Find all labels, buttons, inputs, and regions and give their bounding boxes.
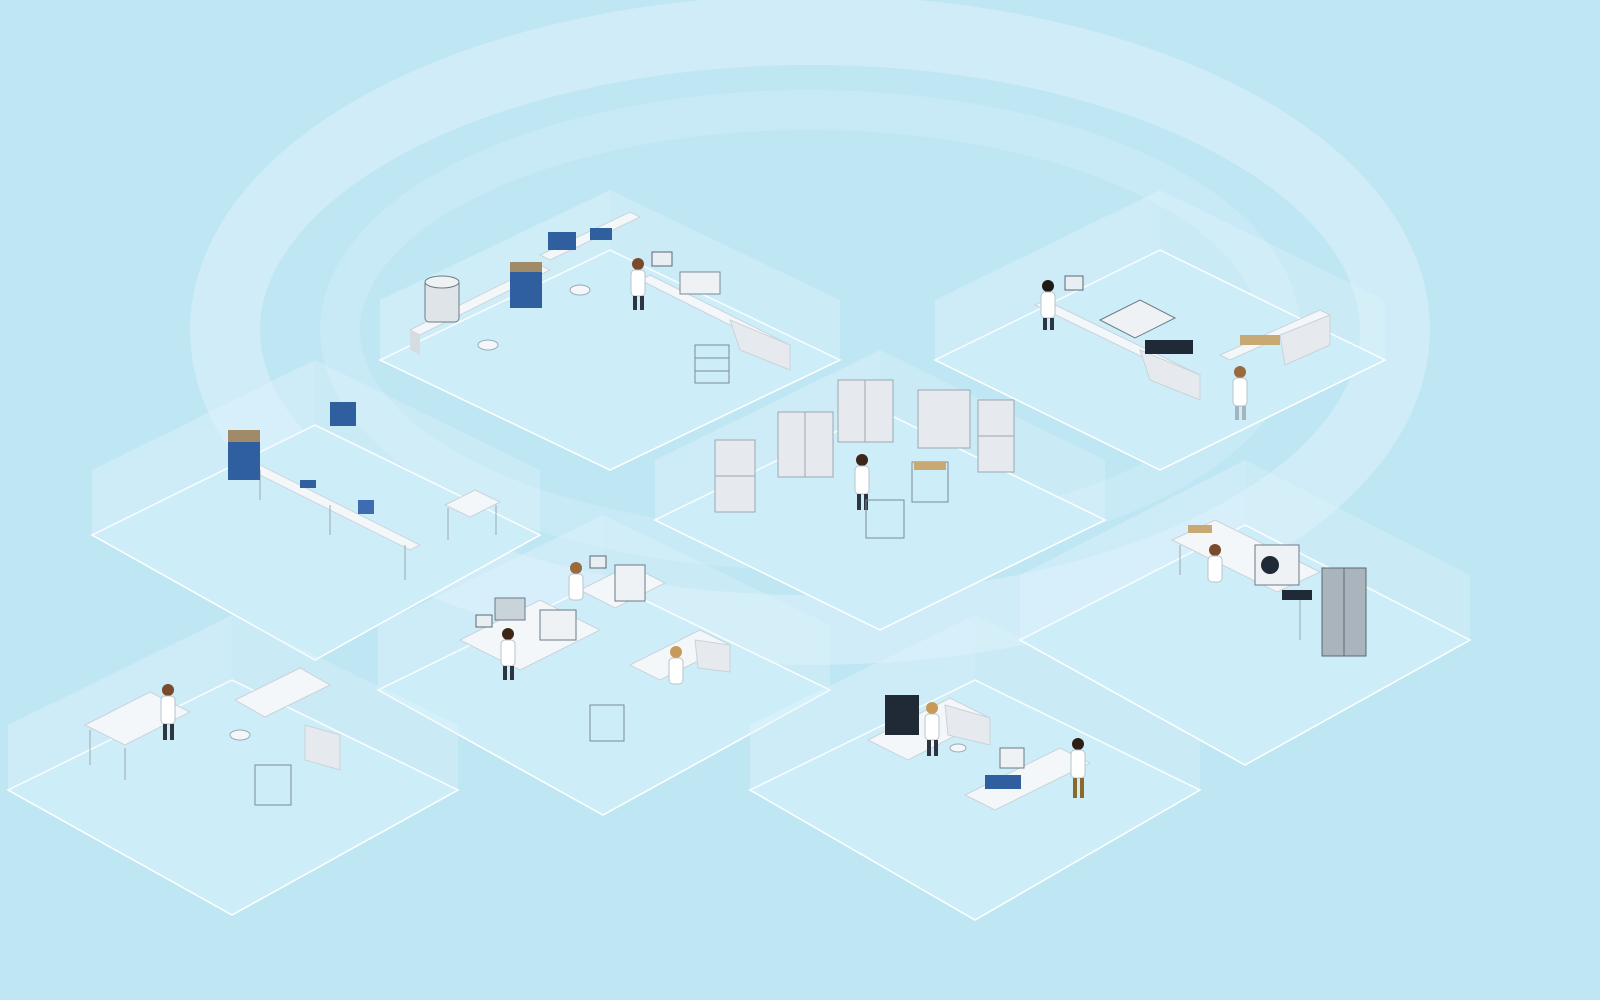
lab-chair — [477, 284, 591, 351]
lab-stool — [949, 743, 967, 753]
bench — [233, 667, 341, 771]
scientist — [630, 258, 646, 310]
zone-wall-right — [315, 360, 540, 535]
monitor — [1064, 275, 1084, 291]
scientist — [1040, 280, 1056, 330]
freezer — [1321, 567, 1367, 657]
zone-freezer-lab-east[interactable] — [1018, 460, 1472, 766]
zone-wall-left — [92, 360, 315, 535]
zone-storage-room[interactable] — [653, 350, 1107, 631]
zone-wall-right — [603, 515, 830, 690]
instrument-unit — [494, 564, 646, 641]
scientist — [568, 562, 584, 601]
zone-instrument-lab-center[interactable] — [376, 515, 832, 816]
storage-cabinet — [917, 389, 971, 449]
blue-instrument — [228, 430, 260, 480]
scientist — [500, 628, 516, 680]
blue-instrument — [510, 262, 542, 308]
zone-wall-left — [935, 190, 1160, 360]
storage-cabinet — [777, 411, 834, 478]
trolley — [589, 704, 625, 742]
storage-cabinet — [714, 439, 756, 513]
zone-wall-right — [232, 615, 458, 790]
sink-unit — [679, 271, 721, 295]
zone-wall-right — [610, 190, 840, 360]
zone-analysis-lab-north[interactable] — [933, 190, 1387, 471]
zone-wall-left — [8, 615, 232, 790]
zone-wall-left — [1020, 460, 1245, 640]
side-table — [443, 489, 502, 540]
bench — [963, 747, 1092, 811]
blue-instrument — [985, 747, 1025, 789]
zone-workbench-lab-south-west[interactable] — [6, 615, 460, 916]
zone-wall-right — [975, 615, 1200, 790]
scientist — [668, 646, 684, 685]
balance — [300, 480, 374, 514]
zone-wall-right — [1245, 460, 1470, 640]
scientist — [924, 702, 940, 756]
zone-wall-left — [750, 615, 975, 790]
blue-instrument — [330, 402, 356, 426]
blue-instrument — [548, 228, 612, 250]
sample-tray — [1188, 525, 1312, 600]
incubator — [1254, 544, 1300, 586]
rotor-instrument — [424, 275, 460, 323]
scientist-with-cart — [854, 454, 905, 539]
trolley — [694, 344, 730, 384]
zone-weighing-lab[interactable] — [90, 360, 542, 661]
scientist — [160, 684, 176, 740]
storage-cabinet — [977, 399, 1015, 473]
storage-cabinet — [837, 379, 894, 443]
zone-chemistry-lab-south[interactable] — [748, 615, 1202, 921]
trolley — [254, 764, 292, 806]
scientist — [1207, 544, 1223, 583]
scientist — [1232, 366, 1248, 420]
sample-rack — [1240, 335, 1280, 345]
monitor — [651, 251, 673, 267]
zone-wall-left — [655, 350, 880, 520]
lab-chair — [229, 729, 251, 741]
trolley — [911, 461, 949, 503]
zone-wall-left — [378, 515, 603, 690]
scientist — [1070, 738, 1086, 798]
outer-ring — [190, 0, 1430, 665]
analyzer-instrument — [1098, 299, 1193, 354]
dark-instrument — [885, 695, 919, 735]
zone-sample-prep-lab[interactable] — [378, 190, 842, 471]
monitor — [475, 555, 607, 628]
